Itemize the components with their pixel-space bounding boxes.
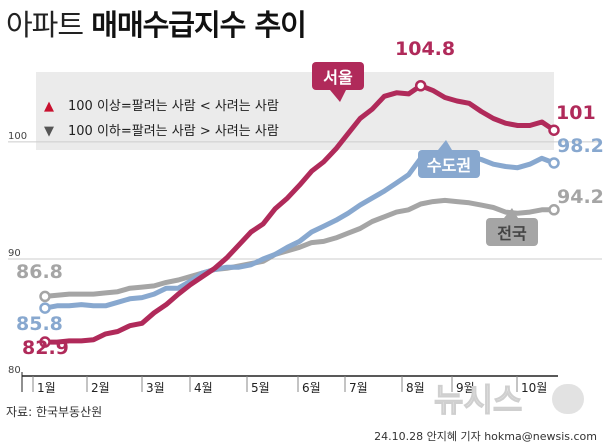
y-tick-label: 100 (8, 131, 27, 142)
logo-mark-icon (552, 384, 584, 414)
x-tick-label: 2월 (91, 381, 110, 395)
x-tick-label: 3월 (146, 381, 165, 395)
title-light: 아파트 (6, 8, 84, 42)
series-start-point (39, 302, 51, 314)
seoul-peak-label: 104.8 (395, 38, 455, 60)
x-tick-label: 10월 (521, 381, 547, 395)
capital-end-label: 98.2 (557, 135, 604, 157)
gridlines: 80 90 100 (8, 131, 602, 376)
y-tick-label: 90 (8, 248, 21, 259)
series-start-point (39, 290, 51, 303)
series-peak-point (414, 79, 427, 92)
series-end-point (548, 124, 560, 136)
x-tick-label: 6월 (302, 381, 321, 395)
national-end-label: 94.2 (557, 186, 604, 208)
x-tick-label: 8월 (406, 381, 425, 395)
capital-badge-label: 수도권 (427, 156, 471, 175)
up-triangle-icon: ▲ (44, 99, 54, 114)
seoul-badge: 서울 (312, 62, 364, 102)
down-triangle-icon: ▼ (44, 124, 54, 139)
seoul-badge-box (312, 62, 364, 90)
y-tick-label: 80 (8, 365, 21, 376)
credit-line: 24.10.28 안지혜 기자 hokma@newsis.com (374, 430, 597, 443)
series-end-point (548, 157, 560, 169)
legend: ▲ 100 이상=팔려는 사람 < 사려는 사람 ▼ 100 이하=팔려는 사람 > … (36, 72, 554, 150)
seoul-end-label: 101 (556, 102, 596, 124)
national-badge: 전국 (486, 208, 538, 246)
legend-entry: 100 이상=팔려는 사람 < 사려는 사람 (68, 99, 279, 114)
series-line (42, 83, 557, 345)
series-line (42, 197, 557, 299)
page-title: 아파트 매매수급지수 추이 (6, 2, 307, 44)
legend-entry: 100 이하=팔려는 사람 > 사려는 사람 (68, 124, 279, 139)
newsis-logo: 뉴시스 (434, 381, 584, 418)
legend-box (36, 72, 554, 150)
x-tick-label: 9월 (456, 381, 475, 395)
series-end-point (548, 204, 560, 216)
capital-badge-box (418, 150, 480, 178)
title-bold: 매매수급지수 추이 (91, 8, 307, 42)
capital-badge-tail (438, 140, 452, 150)
seoul-badge-tail (330, 90, 346, 102)
series-start-point (39, 336, 51, 348)
x-tick-label: 5월 (251, 381, 270, 395)
source-note: 자료: 한국부동산원 (6, 405, 103, 419)
x-tick-label: 4월 (194, 381, 213, 395)
national-badge-tail (504, 208, 518, 218)
x-tick-label: 1월 (37, 381, 56, 395)
capital-start-label: 85.8 (16, 313, 63, 335)
capital-badge: 수도권 (418, 140, 480, 178)
national-badge-box (486, 218, 538, 246)
national-start-label: 86.8 (16, 261, 63, 283)
x-tick-label: 7월 (349, 381, 368, 395)
logo-wordmark: 뉴시스 (434, 381, 522, 418)
seoul-start-label: 82.9 (22, 337, 69, 359)
x-axis: 1월 2월 3월 4월 5월 6월 7월 8월 9월 10월 (21, 372, 558, 395)
national-badge-label: 전국 (497, 224, 527, 243)
seoul-badge-label: 서울 (323, 68, 353, 87)
